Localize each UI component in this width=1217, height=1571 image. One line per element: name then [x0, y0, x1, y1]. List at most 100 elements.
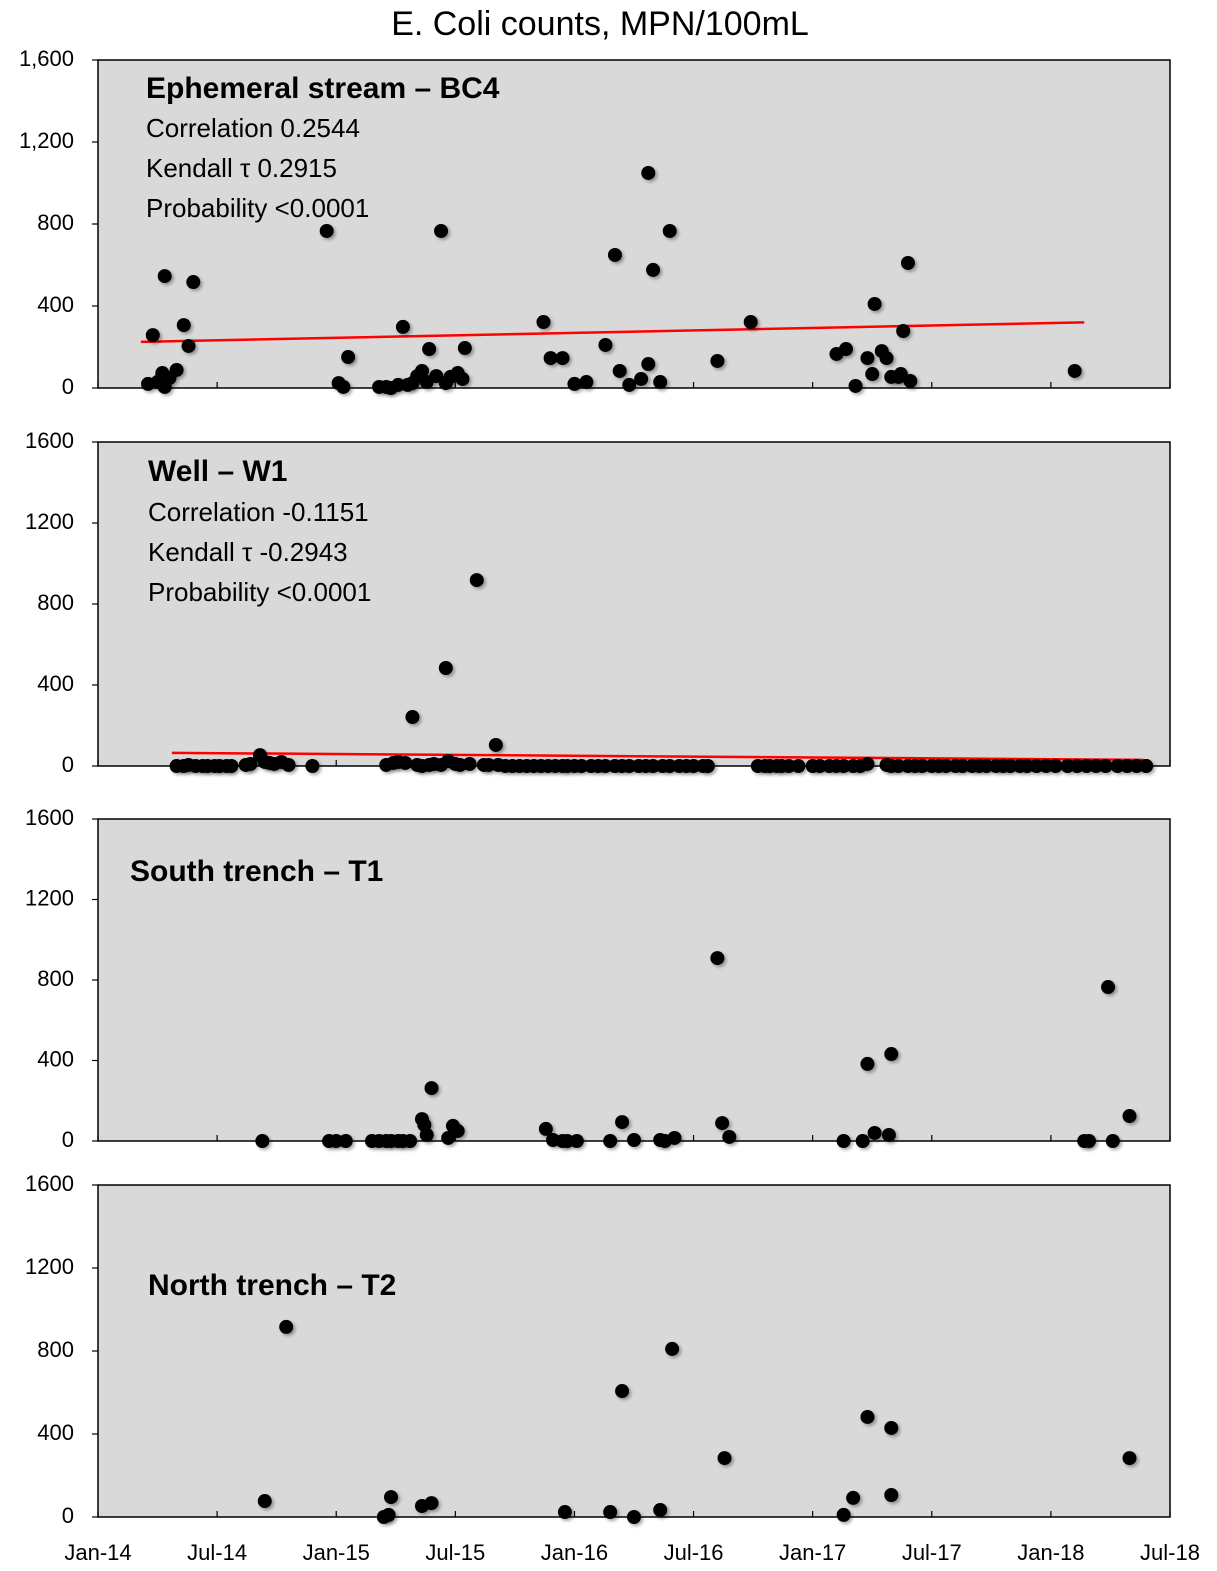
data-point: [438, 660, 453, 675]
panel-title: Ephemeral stream – BC4: [146, 72, 500, 105]
data-point: [1105, 1134, 1120, 1148]
data-point: [434, 223, 449, 238]
data-point: [903, 374, 918, 389]
data-point: [715, 1116, 730, 1131]
data-point: [884, 1047, 899, 1062]
data-point: [612, 363, 627, 378]
data-point: [169, 362, 184, 377]
stat-annotation: Kendall τ 0.2915: [146, 153, 337, 183]
data-point: [1067, 363, 1082, 378]
data-point: [279, 1319, 294, 1334]
panel-title: Well – W1: [148, 455, 287, 488]
plot-area: [97, 59, 1171, 389]
data-point: [646, 262, 661, 277]
data-point: [424, 1081, 439, 1096]
data-point: [860, 756, 875, 771]
data-point: [1082, 1134, 1097, 1148]
data-point: [398, 755, 413, 770]
data-point: [896, 324, 911, 339]
data-point: [538, 1121, 553, 1136]
data-point: [722, 1129, 737, 1144]
y-tick-label: 800: [37, 966, 74, 991]
panel-title: North trench – T2: [148, 1269, 396, 1302]
data-point: [457, 341, 472, 356]
y-tick-label: 400: [37, 292, 74, 317]
data-point: [855, 1134, 870, 1148]
data-point: [567, 376, 582, 391]
data-point: [627, 1510, 641, 1524]
y-tick-label: 0: [62, 374, 74, 399]
data-point: [710, 353, 725, 368]
data-point: [662, 223, 677, 238]
data-point: [710, 951, 725, 966]
data-point: [743, 314, 758, 329]
data-point: [395, 319, 410, 334]
data-point: [555, 351, 570, 366]
data-point: [543, 351, 558, 366]
data-point: [336, 379, 351, 394]
data-point: [615, 1384, 630, 1399]
data-point: [603, 1505, 618, 1520]
stat-annotation: Correlation 0.2544: [146, 113, 360, 143]
data-point: [181, 338, 196, 353]
data-point: [641, 357, 656, 372]
y-tick-label: 1,200: [19, 128, 74, 153]
data-point: [405, 709, 420, 724]
y-tick-label: 0: [62, 1127, 74, 1152]
data-point: [341, 350, 356, 365]
trend-line: [171, 751, 1149, 762]
data-point: [867, 1125, 882, 1140]
data-point: [186, 275, 201, 290]
data-point: [665, 1341, 680, 1356]
x-tick-label: Jan-18: [1017, 1540, 1084, 1565]
data-point: [450, 1123, 465, 1138]
x-tick-label: Jul-18: [1140, 1540, 1200, 1565]
data-point: [1122, 1109, 1137, 1124]
data-point: [424, 1496, 439, 1511]
data-point: [603, 1134, 618, 1148]
x-tick-label: Jan-14: [64, 1540, 131, 1565]
data-point: [884, 1420, 899, 1435]
data-point: [846, 1490, 861, 1505]
data-point: [598, 337, 613, 352]
data-point: [1098, 759, 1113, 773]
data-point: [836, 1507, 851, 1522]
data-point: [224, 759, 239, 773]
data-point: [622, 377, 637, 392]
data-point: [422, 342, 437, 357]
data-point: [1048, 759, 1063, 773]
y-tick-label: 1600: [25, 805, 74, 830]
plot-area: [97, 818, 1171, 1142]
data-point: [462, 756, 477, 771]
data-point: [700, 759, 715, 773]
data-point: [319, 223, 334, 238]
data-point: [381, 1507, 396, 1522]
data-point: [281, 757, 296, 772]
data-point: [157, 269, 172, 284]
y-tick-label: 400: [37, 1046, 74, 1071]
data-point: [176, 318, 191, 333]
data-point: [305, 759, 320, 773]
y-tick-label: 1200: [25, 885, 74, 910]
data-point: [414, 363, 429, 378]
data-point: [791, 759, 806, 773]
data-point: [145, 328, 160, 343]
data-point: [900, 255, 915, 270]
x-tick-label: Jul-15: [425, 1540, 485, 1565]
panel-title: South trench – T1: [130, 855, 383, 888]
data-point: [569, 1134, 584, 1148]
data-point: [641, 165, 656, 180]
data-point: [469, 573, 484, 588]
y-tick-label: 800: [37, 590, 74, 615]
data-point: [653, 1502, 668, 1517]
data-point: [867, 296, 882, 311]
y-tick-label: 1200: [25, 1254, 74, 1279]
y-tick-label: 1,600: [19, 46, 74, 71]
data-point: [860, 351, 875, 366]
data-point: [607, 247, 622, 262]
plot-area: [97, 1184, 1171, 1518]
x-tick-label: Jul-16: [664, 1540, 724, 1565]
data-point: [338, 1134, 353, 1148]
data-point: [839, 342, 854, 357]
